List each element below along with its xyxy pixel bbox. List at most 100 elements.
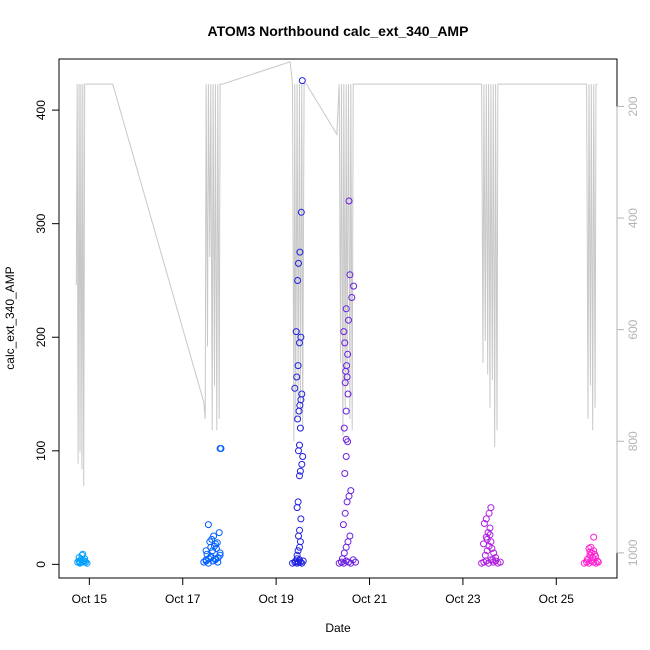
data-point — [487, 504, 495, 512]
data-point — [296, 441, 303, 449]
data-point — [594, 558, 602, 566]
data-point — [81, 557, 89, 565]
data-point — [78, 551, 86, 559]
data-point — [341, 470, 349, 477]
data-point — [342, 453, 350, 460]
data-point — [486, 531, 494, 539]
y2-tick-label: 800 — [626, 431, 640, 451]
data-point — [295, 259, 302, 267]
data-point — [296, 526, 303, 534]
data-point — [296, 472, 303, 480]
data-point — [587, 543, 595, 551]
x-axis-label: Date — [325, 621, 351, 635]
data-point — [298, 77, 306, 85]
data-point — [590, 533, 598, 541]
data-point — [297, 515, 305, 523]
data-point — [584, 555, 592, 563]
data-point — [295, 407, 303, 415]
y2-tick-label: 400 — [626, 208, 640, 228]
x-tick-label: Oct 25 — [539, 592, 575, 606]
data-point — [291, 384, 299, 392]
data-point — [293, 555, 301, 563]
data-point — [83, 559, 91, 567]
data-point — [344, 390, 352, 398]
data-point — [345, 492, 353, 500]
data-point — [482, 515, 490, 523]
data-point — [343, 498, 351, 506]
data-point — [295, 532, 302, 540]
data-point — [593, 557, 601, 565]
data-point — [344, 350, 352, 358]
data-point — [586, 548, 594, 556]
y-tick-label: 400 — [34, 100, 48, 120]
y2-tick-label: 200 — [626, 96, 640, 116]
data-point — [345, 197, 353, 205]
data-point — [352, 558, 359, 566]
data-point — [213, 539, 221, 547]
data-point — [205, 555, 213, 563]
data-point — [487, 538, 495, 546]
data-point — [217, 445, 225, 452]
data-point — [296, 467, 304, 475]
data-point — [296, 339, 303, 347]
data-point — [484, 529, 492, 537]
data-point — [298, 460, 306, 468]
data-point — [76, 558, 84, 566]
data-point — [203, 550, 211, 558]
y-tick-label: 300 — [34, 213, 48, 233]
depth-line — [75, 61, 598, 486]
x-tick-label: Oct 17 — [165, 592, 201, 606]
data-point — [292, 328, 300, 336]
data-point — [592, 552, 599, 560]
y-axis: 0 100 200 300 400 — [34, 100, 60, 568]
data-point — [347, 487, 355, 495]
data-point — [350, 282, 358, 290]
data-point — [341, 509, 349, 517]
data-point — [294, 362, 302, 370]
data-point — [204, 521, 212, 529]
data-point — [294, 277, 302, 284]
data-point — [340, 559, 348, 567]
y-axis-label: calc_ext_340_AMP — [3, 266, 17, 369]
x-tick-label: Oct 23 — [445, 592, 481, 606]
y2-tick-label: 600 — [626, 319, 640, 339]
data-point — [485, 509, 493, 517]
data-point — [346, 532, 354, 540]
series-2 — [200, 445, 225, 567]
data-point — [346, 271, 354, 279]
depth-line-layer — [75, 61, 598, 486]
y-tick-label: 200 — [34, 327, 48, 347]
data-point — [490, 549, 498, 557]
data-point — [299, 453, 307, 460]
data-point — [216, 549, 224, 557]
data-point — [341, 339, 349, 347]
data-point — [344, 538, 352, 546]
data-point — [340, 328, 348, 336]
data-point — [79, 550, 87, 558]
data-point — [216, 551, 224, 559]
data-point — [294, 415, 302, 423]
x-tick-label: Oct 19 — [258, 592, 294, 606]
data-point — [342, 543, 350, 551]
x-tick-label: Oct 15 — [72, 592, 108, 606]
data-points-layer — [74, 77, 602, 567]
data-point — [210, 532, 218, 540]
y2-tick-label: 1000 — [626, 539, 640, 566]
data-point — [342, 305, 350, 313]
data-point — [349, 556, 357, 564]
data-point — [293, 551, 301, 559]
data-point — [496, 558, 504, 566]
data-point — [296, 538, 304, 546]
data-point — [348, 294, 356, 301]
chart-title: ATOM3 Northbound calc_ext_340_AMP — [208, 23, 469, 39]
data-point — [488, 545, 496, 552]
data-point — [297, 208, 305, 216]
data-point — [207, 552, 215, 560]
data-point — [297, 333, 305, 341]
data-point — [208, 535, 216, 543]
data-point — [298, 390, 306, 398]
data-point — [296, 248, 304, 256]
data-point — [489, 556, 497, 564]
data-point — [215, 529, 223, 537]
